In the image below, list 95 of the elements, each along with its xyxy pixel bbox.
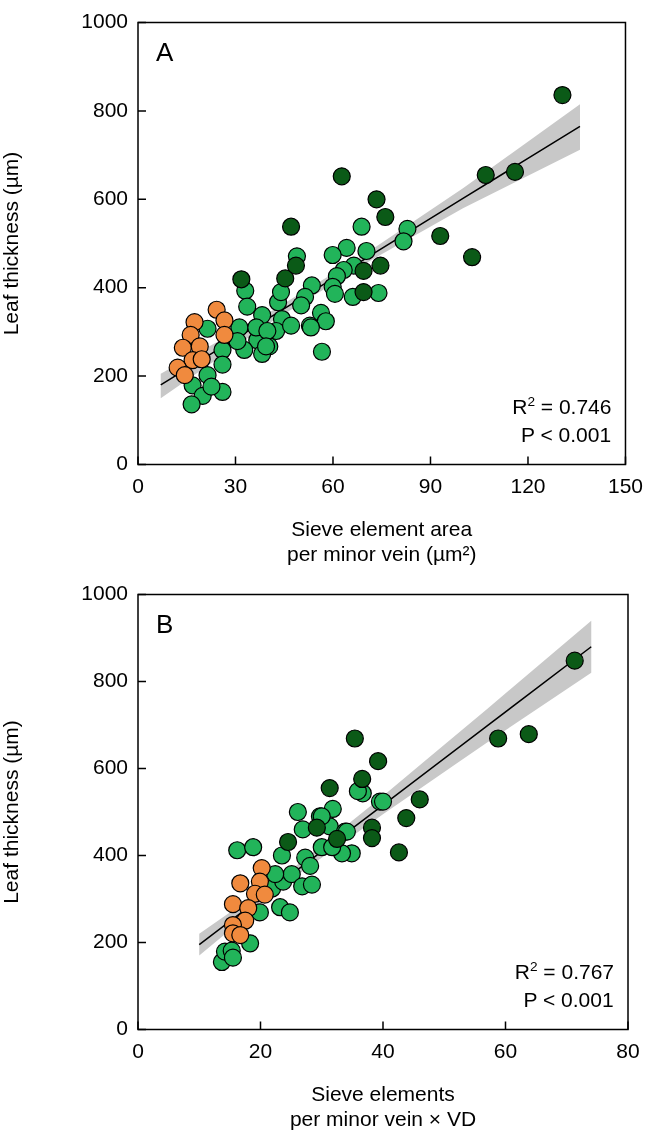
y-tick-label: 600 [92, 186, 128, 210]
x-tick-label: 150 [607, 473, 643, 497]
point [354, 283, 373, 302]
point [362, 828, 382, 848]
point [301, 856, 320, 876]
point [371, 256, 390, 275]
point [223, 948, 243, 967]
point [231, 874, 250, 893]
point [182, 395, 201, 414]
point [276, 269, 295, 288]
point [223, 895, 243, 914]
y-tick-label: 0 [116, 451, 128, 475]
point [327, 829, 347, 849]
y-tick-label: 200 [92, 362, 128, 386]
annotation: P < 0.001 [520, 423, 612, 447]
point [282, 865, 301, 884]
x-tick-label: 120 [510, 473, 546, 497]
point [192, 350, 211, 369]
y-axis-title: Leaf thickness (µm) [0, 151, 23, 336]
point [462, 248, 482, 267]
point [394, 232, 413, 251]
y-tick-label: 0 [116, 1016, 128, 1040]
point [397, 808, 416, 828]
point [307, 818, 326, 837]
point [410, 790, 429, 809]
point [202, 377, 221, 396]
annotation: B [156, 608, 174, 639]
point [376, 207, 395, 227]
point [565, 651, 584, 670]
y-tick-label: 400 [92, 842, 128, 866]
point [215, 325, 234, 345]
x-tick-label: 20 [248, 1038, 273, 1062]
point [238, 297, 257, 316]
x-axis-title: Sieve element area per minor vein (µm²) [287, 517, 477, 566]
point [357, 241, 376, 261]
point [354, 261, 373, 280]
point [431, 226, 450, 246]
y-tick-label: 1000 [81, 581, 128, 605]
point [281, 217, 301, 236]
x-tick-label: 60 [493, 1038, 518, 1062]
point [213, 355, 232, 374]
point [345, 729, 364, 748]
point [173, 338, 192, 357]
point [337, 238, 356, 258]
point [312, 342, 332, 361]
y-tick-label: 800 [92, 668, 128, 692]
x-tick-label: 0 [132, 1038, 144, 1062]
point [256, 337, 276, 356]
point [553, 85, 572, 105]
point [369, 752, 388, 771]
x-tick-label: 0 [132, 473, 144, 497]
point [316, 312, 335, 331]
point [281, 316, 301, 335]
point [320, 778, 339, 798]
x-tick-label: 90 [418, 473, 443, 497]
y-tick-label: 200 [92, 929, 128, 953]
point [232, 270, 251, 289]
point [228, 841, 247, 860]
x-tick-label: 40 [371, 1038, 395, 1062]
point [278, 832, 298, 852]
x-tick-label: 60 [321, 473, 345, 497]
point [272, 846, 292, 865]
point [286, 256, 306, 275]
y-tick-label: 400 [92, 274, 128, 298]
point [489, 729, 508, 748]
point [505, 162, 525, 182]
point [353, 769, 372, 789]
point [325, 284, 345, 303]
x-tick-label: 30 [223, 473, 248, 497]
point [271, 283, 291, 302]
point [476, 165, 495, 185]
point [231, 925, 250, 945]
point [258, 321, 277, 341]
point [323, 245, 342, 265]
point [280, 903, 299, 922]
point [367, 190, 386, 209]
point [244, 838, 263, 857]
point [352, 217, 371, 236]
y-axis-title: Leaf thickness (µm) [0, 720, 23, 904]
x-axis-title: Sieve elements per minor vein × VD [289, 1082, 477, 1131]
point [255, 885, 274, 904]
point [175, 366, 194, 385]
point [519, 725, 538, 744]
x-tick-label: 80 [616, 1038, 640, 1062]
annotation: A [156, 36, 174, 67]
point [369, 283, 388, 303]
point [302, 875, 322, 894]
point [292, 296, 311, 315]
point [288, 802, 307, 822]
annotation: P < 0.001 [523, 988, 614, 1012]
point [332, 167, 351, 186]
point [389, 843, 409, 862]
y-tick-label: 600 [92, 755, 128, 779]
y-tick-label: 800 [92, 97, 128, 121]
y-tick-label: 1000 [81, 9, 128, 33]
